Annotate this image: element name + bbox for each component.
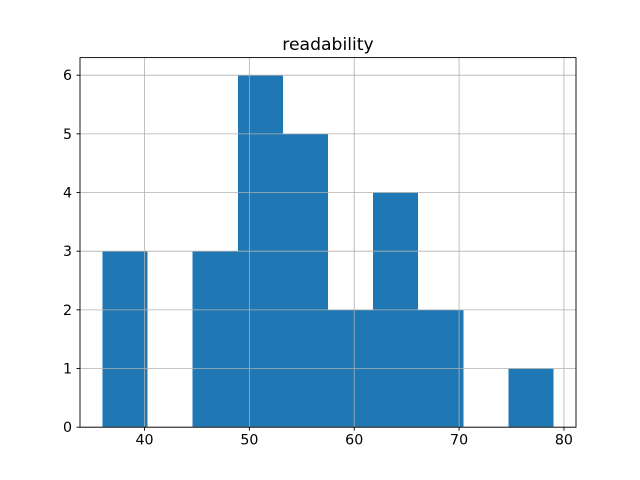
histogram-bar — [508, 368, 554, 428]
chart-plot-area: 40 50 60 70 80 0 1 2 3 4 5 6 — [63, 57, 577, 449]
y-tick-label: 2 — [63, 303, 72, 319]
histogram-bar — [192, 251, 238, 428]
y-tick-label: 3 — [63, 244, 72, 260]
y-tick-label: 6 — [63, 68, 72, 84]
x-tick-label: 60 — [345, 433, 363, 449]
y-tick-label: 5 — [63, 127, 72, 143]
chart-title: readability — [282, 35, 373, 55]
y-tick-label: 0 — [63, 420, 72, 436]
x-tick-label: 80 — [555, 433, 573, 449]
histogram-bar — [282, 133, 328, 428]
x-tick-label: 70 — [450, 433, 468, 449]
x-tick-label: 50 — [240, 433, 258, 449]
y-tick-label: 4 — [63, 186, 72, 202]
x-tick-label: 40 — [135, 433, 153, 449]
y-tick-label: 1 — [63, 362, 72, 378]
histogram-bar — [102, 251, 148, 428]
plot-border — [79, 57, 577, 428]
